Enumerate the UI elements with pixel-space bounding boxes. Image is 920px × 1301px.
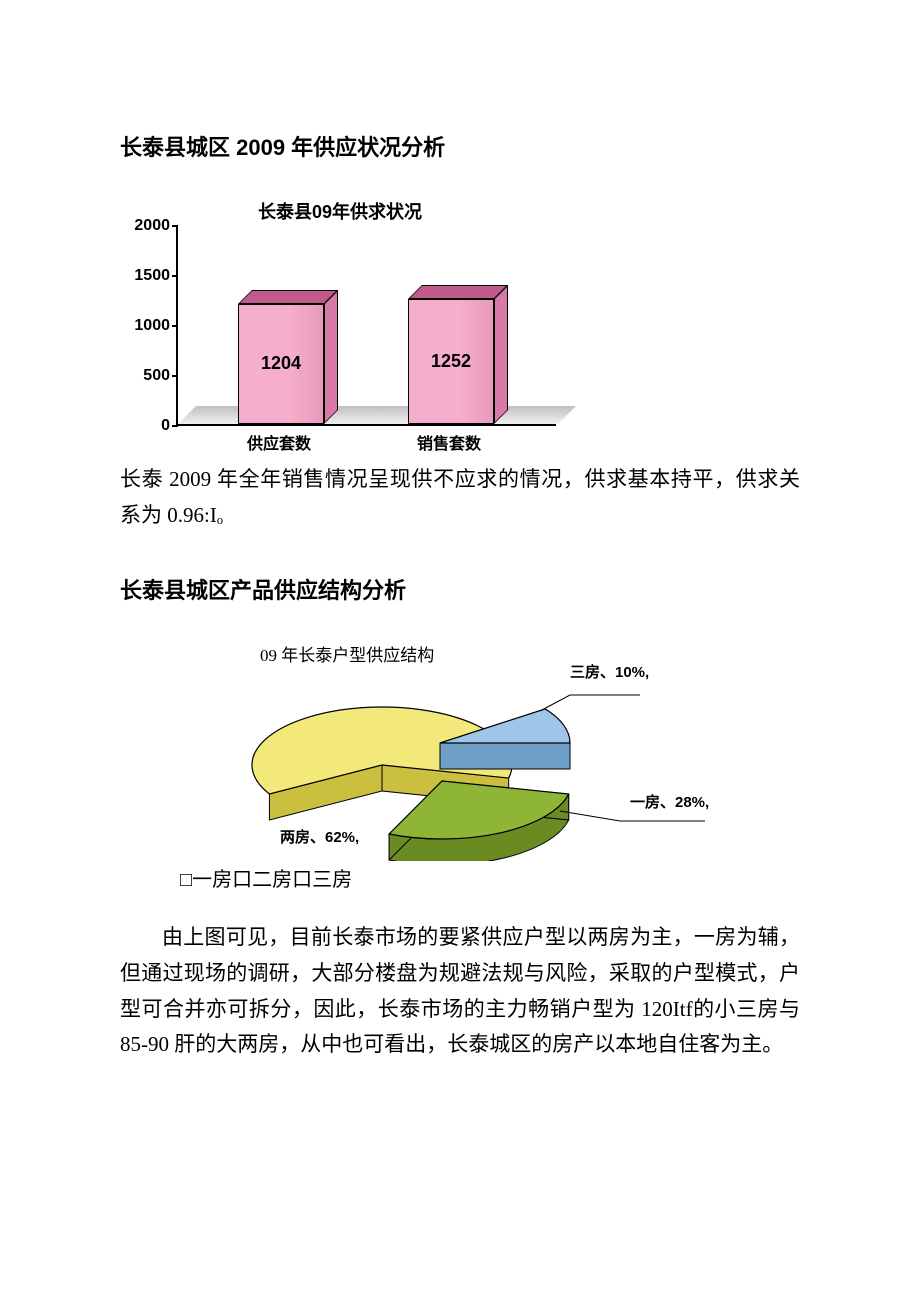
ytick-label: 1000	[134, 317, 170, 335]
section1-body-text: 长泰 2009 年全年销售情况呈现供不应求的情况，供求基本持平，供求关系为 0.…	[120, 462, 800, 533]
ytick-label: 500	[143, 367, 170, 385]
ytick-mark	[172, 425, 178, 427]
pie-label-sanfang: 三房、10%,	[570, 661, 649, 682]
bar-chart-container: 长泰县09年供求状况 0500100015002000供应套数销售套数12041…	[120, 198, 800, 458]
section2-heading: 长泰县城区产品供应结构分析	[120, 573, 800, 605]
bar-xlabel-1: 销售套数	[399, 430, 499, 454]
ytick-mark	[172, 225, 178, 227]
ytick-mark	[172, 375, 178, 377]
pie-label-yifang: 一房、28%,	[630, 791, 709, 812]
ytick-label: 2000	[134, 217, 170, 235]
bar-plot-area: 1204 1252	[176, 226, 556, 426]
ytick-mark	[172, 275, 178, 277]
pie-chart-container: 09 年长泰户型供应结构 三房、10%, 一房、28%, 两房、62%,	[200, 641, 740, 861]
ytick-label: 0	[161, 417, 170, 435]
pie-label-liangfang: 两房、62%,	[280, 826, 359, 847]
bar-front-0: 1204	[238, 304, 324, 424]
pie-legend-text: □一房口二房口三房	[180, 863, 800, 892]
bar-xlabel-0: 供应套数	[229, 430, 329, 454]
bar-1: 1252	[408, 299, 494, 424]
supply-demand-bar-chart: 长泰县09年供求状况 0500100015002000供应套数销售套数12041…	[120, 198, 560, 458]
pie-cut-sanfang-b	[440, 743, 570, 769]
section1-heading: 长泰县城区 2009 年供应状况分析	[120, 130, 800, 162]
ytick-mark	[172, 325, 178, 327]
bar-top-1	[408, 285, 508, 299]
bar-top-0	[238, 290, 338, 304]
bar-chart-title: 长泰县09年供求状况	[120, 198, 560, 224]
section2-body-text: 由上图可见，目前长泰市场的要紧供应户型以两房为主，一房为辅，但通过现场的调研，大…	[120, 920, 800, 1063]
bar-0: 1204	[238, 304, 324, 424]
bar-side-0	[324, 290, 338, 424]
ytick-label: 1500	[134, 267, 170, 285]
leader-yifang	[560, 811, 705, 821]
leader-sanfang	[540, 695, 640, 711]
bar-side-1	[494, 285, 508, 424]
bar-front-1: 1252	[408, 299, 494, 424]
